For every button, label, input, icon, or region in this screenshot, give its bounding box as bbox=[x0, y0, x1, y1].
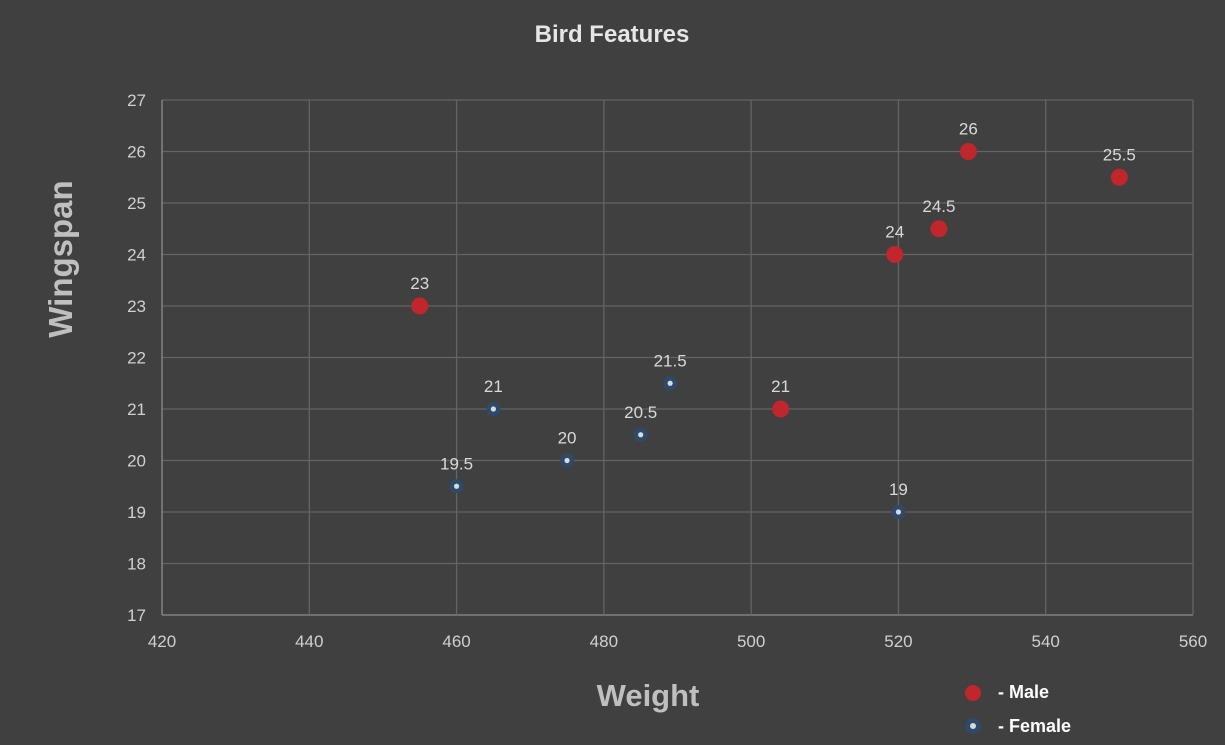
legend-label-male: - Male bbox=[998, 682, 1049, 702]
data-label: 24 bbox=[885, 223, 904, 242]
legend-label-female: - Female bbox=[998, 716, 1071, 736]
x-tick-label: 500 bbox=[737, 632, 765, 651]
data-label: 20 bbox=[558, 429, 577, 448]
x-tick-label: 440 bbox=[295, 632, 323, 651]
data-label: 26 bbox=[959, 120, 978, 139]
y-axis-title: Wingspan bbox=[42, 180, 79, 337]
x-tick-label: 460 bbox=[442, 632, 470, 651]
male-point bbox=[411, 297, 429, 315]
y-tick-label: 20 bbox=[127, 452, 146, 471]
tick-labels: 17 18 19 20 21 22 23 24 25 26 27 420 440 460 480 500 520… bbox=[127, 91, 1207, 651]
x-axis-title: Weight bbox=[597, 678, 700, 713]
y-tick-label: 24 bbox=[127, 246, 146, 265]
x-tick-label: 560 bbox=[1179, 632, 1207, 651]
female-point bbox=[638, 432, 644, 438]
y-tick-label: 25 bbox=[127, 194, 146, 213]
male-point bbox=[886, 246, 904, 263]
male-point bbox=[959, 143, 977, 160]
x-tick-label: 520 bbox=[884, 632, 912, 651]
female-point bbox=[895, 509, 902, 515]
male-point bbox=[772, 400, 790, 418]
male-point bbox=[930, 220, 948, 238]
y-tick-label: 22 bbox=[127, 349, 146, 368]
data-label: 24.5 bbox=[922, 197, 955, 216]
female-point bbox=[667, 380, 673, 386]
x-tick-label: 540 bbox=[1032, 632, 1060, 651]
female-point bbox=[564, 457, 570, 464]
data-label: 21 bbox=[771, 377, 790, 396]
legend-item-female: - Female bbox=[965, 716, 1071, 736]
legend-marker-female bbox=[970, 723, 976, 729]
male-point bbox=[1110, 168, 1128, 186]
y-tick-label: 17 bbox=[127, 606, 146, 625]
data-label: 20.5 bbox=[624, 403, 657, 422]
data-label: 25.5 bbox=[1103, 145, 1136, 164]
chart-title: Bird Features bbox=[535, 21, 690, 48]
y-tick-label: 19 bbox=[127, 503, 146, 522]
x-tick-label: 480 bbox=[590, 632, 618, 651]
female-point bbox=[453, 483, 460, 489]
data-label: 19.5 bbox=[440, 454, 473, 473]
legend: - Male - Female bbox=[965, 682, 1071, 736]
x-tick-label: 420 bbox=[148, 632, 176, 651]
y-tick-label: 23 bbox=[127, 297, 146, 316]
y-tick-label: 27 bbox=[127, 91, 146, 110]
data-label: 21 bbox=[484, 377, 503, 396]
y-tick-label: 21 bbox=[127, 400, 146, 419]
data-label: 23 bbox=[410, 274, 429, 293]
gridlines bbox=[161, 99, 1194, 616]
data-points bbox=[411, 143, 1128, 519]
data-label: 21.5 bbox=[654, 351, 687, 370]
data-labels: 23 21 24 24.5 26 25.5 19.5 21 20 20.5 21.5 19 bbox=[410, 120, 1136, 500]
y-tick-label: 26 bbox=[127, 143, 146, 162]
legend-marker-male bbox=[965, 685, 981, 701]
female-point bbox=[490, 406, 496, 412]
legend-item-male: - Male bbox=[965, 682, 1049, 702]
y-tick-label: 18 bbox=[127, 555, 146, 574]
data-label: 19 bbox=[889, 480, 908, 499]
